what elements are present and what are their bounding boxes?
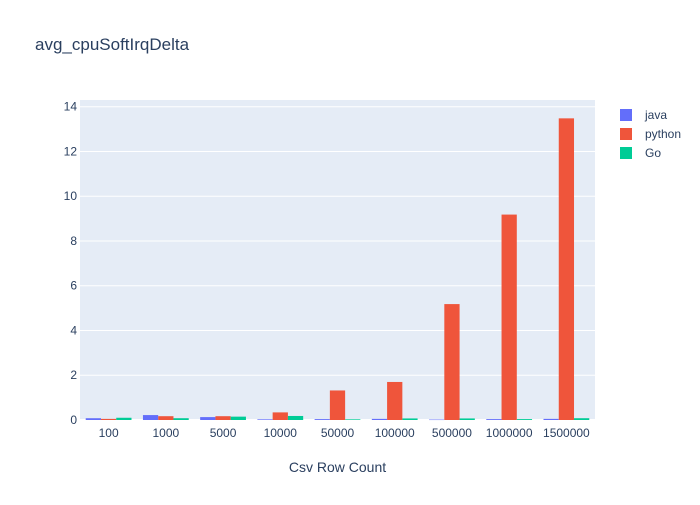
y-tick-label: 12 [64,144,78,158]
bar-python-1500000 [558,118,575,421]
legend-label-python[interactable]: python [645,127,681,141]
bars [85,118,590,421]
y-tick-label: 6 [70,279,77,293]
legend-swatch-java[interactable] [620,109,632,121]
bar-python-500000 [444,304,460,420]
plot-area [80,100,595,420]
x-tick-label: 10000 [264,426,298,440]
bar-python-1000 [158,416,174,420]
x-tick-label: 1500000 [543,426,590,440]
x-tick-label: 100 [99,426,119,440]
bar-python-100000 [387,381,403,420]
bar-python-10000 [272,412,288,420]
bar-go-100000 [402,418,418,420]
x-tick-label: 500000 [432,426,472,440]
x-tick-label: 100000 [375,426,415,440]
y-tick-label: 10 [64,189,78,203]
bar-go-50000 [345,419,361,420]
bar-java-50000 [314,419,330,420]
x-tick-label: 1000 [152,426,179,440]
x-tick-label: 50000 [321,426,355,440]
bar-java-1000000 [486,419,502,420]
bar-go-10000 [287,415,304,420]
x-axis-ticks: 100 1000 5000 10000 50000 100000 500000 1000000… [99,426,590,440]
y-tick-label: 2 [70,368,77,382]
bar-java-1000 [142,415,159,420]
y-tick-label: 0 [70,413,77,427]
bar-go-1000000 [516,419,533,420]
bar-python-1000000 [501,214,517,420]
legend-label-go[interactable]: Go [645,146,661,160]
legend-swatch-python[interactable] [620,128,632,140]
bar-java-5000 [200,417,216,420]
bar-java-100 [85,418,101,420]
bar-go-1500000 [574,418,590,420]
bar-python-5000 [215,416,231,420]
x-axis-title: Csv Row Count [289,459,386,475]
y-tick-label: 8 [70,234,77,248]
y-tick-label: 4 [70,323,77,337]
bar-java-10000 [257,419,273,420]
bar-python-50000 [329,390,346,420]
x-tick-label: 5000 [210,426,237,440]
y-axis-ticks: 0 2 4 6 8 10 12 14 [64,100,78,427]
bar-go-500000 [459,418,475,420]
bar-go-1000 [173,418,189,420]
legend-label-java[interactable]: java [644,108,667,122]
x-tick-label: 1000000 [486,426,533,440]
bar-java-100000 [371,418,388,420]
bar-java-1500000 [543,418,559,420]
legend: java python Go [620,108,681,160]
bar-go-100 [116,417,132,420]
bar-java-500000 [429,419,445,421]
bar-python-100 [100,418,117,420]
chart-title: avg_cpuSoftIrqDelta [35,35,190,54]
legend-swatch-go[interactable] [620,147,632,159]
y-tick-label: 14 [64,100,78,114]
bar-go-5000 [230,416,246,420]
